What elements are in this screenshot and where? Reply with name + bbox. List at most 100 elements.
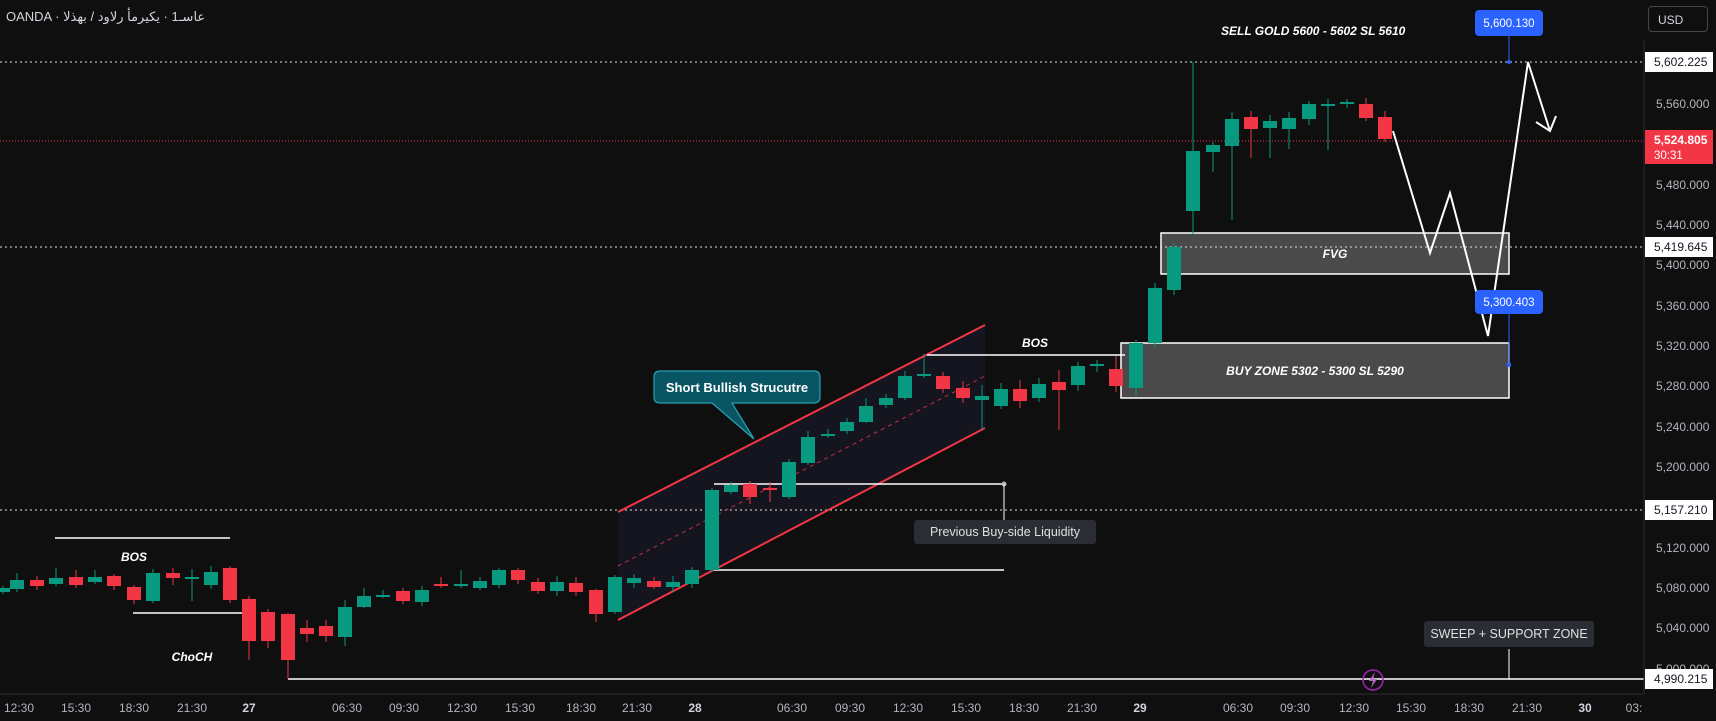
candle-body [1378,117,1392,139]
time-label: 18:30 [1454,701,1484,715]
candle-body [550,582,564,591]
buy-anchor [1507,363,1511,367]
candle-body [281,614,295,660]
candle-body [492,570,506,585]
candle-body [511,570,525,580]
time-label-day: 29 [1133,701,1147,715]
candle-body [898,376,912,398]
candle-body [1032,384,1046,398]
price-tick: 5,400.000 [1656,258,1710,272]
price-tick: 5,040.000 [1656,621,1710,635]
prev-liquidity-box[interactable] [914,520,1096,544]
candle-body [1244,117,1258,129]
candle-body [569,583,583,592]
channel-fill [618,325,985,620]
time-label: 06:30 [777,701,807,715]
lightning-icon[interactable] [1362,669,1384,691]
candle-body [724,485,738,492]
candle-body [261,612,275,641]
time-label: 21:30 [1067,701,1097,715]
candle-body [782,462,796,497]
price-tick: 5,280.000 [1656,379,1710,393]
callout-text: Short Bullish Strucutre [666,380,808,395]
candle-body [166,573,180,578]
candle-body [801,437,815,463]
channel-mid-line [617,375,986,567]
callout-bubble[interactable] [653,370,821,440]
time-label: 06:30 [1223,701,1253,715]
time-label: 09:30 [835,701,865,715]
candle-body [627,578,641,583]
price-tick: 5,200.000 [1656,460,1710,474]
projection-path[interactable] [1392,61,1551,337]
price-tick: 5,560.000 [1656,97,1710,111]
candle-body [936,376,950,389]
price-tick: 5,360.000 [1656,299,1710,313]
candle-body [338,607,352,637]
buy-zone[interactable] [1120,342,1510,399]
price-axis[interactable]: 5,560.000 5,480.000 5,440.000 5,400.000 … [1643,40,1716,721]
time-label-day: 28 [688,701,702,715]
fvg-zone[interactable] [1160,232,1510,275]
candle-body [608,577,622,612]
candle-body [1321,104,1335,106]
candle-body [1340,102,1354,104]
countdown-text: 30:31 [1654,150,1683,162]
candle-body [242,599,256,641]
candle-body [473,581,487,588]
sweep-label: SWEEP + SUPPORT ZONE [1430,627,1587,641]
fvg-level-marker-text: 5,419.645 [1654,240,1708,254]
candle-body [1013,389,1027,401]
candle-body [1359,104,1373,118]
buy-price-badge[interactable] [1475,290,1543,314]
sell-price-badge[interactable] [1475,10,1543,36]
candle-body [300,628,314,634]
candle-body [879,398,893,405]
time-label-day: 27 [242,701,256,715]
candle-body [1263,121,1277,128]
time-axis[interactable]: 12:30 15:30 18:30 21:30 27 06:30 09:30 1… [0,693,1644,721]
time-label: 21:30 [177,701,207,715]
fvg-label: FVG [1323,247,1348,261]
time-label: 15:30 [61,701,91,715]
candle-body [743,484,757,497]
time-label: 06:30 [332,701,362,715]
sell-annotation[interactable]: SELL GOLD 5600 - 5602 SL 5610 [1221,24,1406,38]
candle-body [10,580,24,589]
candle-body [434,584,448,586]
buy-zone-label: BUY ZONE 5302 - 5300 SL 5290 [1226,364,1404,378]
candle-body [840,422,854,431]
channel-lower-line[interactable] [617,427,986,621]
time-label: 18:30 [566,701,596,715]
candle-body [319,626,333,636]
projection-arrowhead [1535,115,1557,133]
currency-selector[interactable]: USD [1648,6,1708,32]
candle-body [821,434,835,436]
candle-body [1109,369,1123,386]
time-label: 21:30 [1512,701,1542,715]
candle-body [531,582,545,591]
candle-body [454,584,468,586]
time-label: 15:30 [1396,701,1426,715]
buy-price-badge-text: 5,300.403 [1483,297,1534,309]
candle-body [376,595,390,597]
time-label: 21:30 [622,701,652,715]
candle-body [956,388,970,398]
candle-body [127,587,141,600]
price-tick: 5,320.000 [1656,339,1710,353]
candle-body [88,577,102,582]
bos-mid-label: BOS [1022,336,1048,350]
candle-body [685,570,699,584]
sweep-box[interactable] [1424,621,1594,647]
time-label: 12:30 [893,701,923,715]
time-axis-bg [0,694,1644,721]
price-tick: 5,240.000 [1656,420,1710,434]
time-label: 03: [1626,701,1643,715]
time-label: 09:30 [1280,701,1310,715]
candle-body [705,490,719,570]
candle-body [1282,118,1296,129]
time-label: 18:30 [119,701,149,715]
time-label: 15:30 [505,701,535,715]
low-level-marker-text: 4,990.215 [1654,672,1708,686]
